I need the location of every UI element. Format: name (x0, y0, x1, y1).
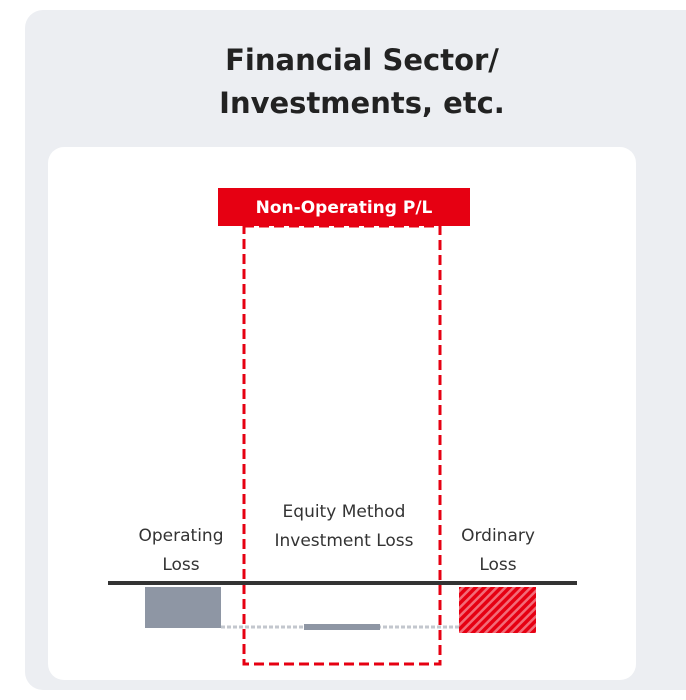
item-label: Investment Loss (275, 531, 414, 551)
item-label: Operating (139, 526, 224, 546)
inner-panel (48, 147, 636, 680)
item-label: Ordinary (461, 526, 535, 546)
equity-bar (304, 624, 380, 630)
item-label: Equity Method (283, 502, 406, 522)
ordinary-bar (459, 587, 536, 633)
operating-bar (145, 587, 221, 628)
item-label: Loss (479, 555, 516, 575)
box-label-bg (218, 188, 470, 226)
item-label: Loss (162, 555, 199, 575)
box-label: Non-Operating P/L (256, 198, 433, 218)
title-line: Financial Sector/ (225, 43, 499, 77)
title-line: Investments, etc. (219, 86, 505, 120)
